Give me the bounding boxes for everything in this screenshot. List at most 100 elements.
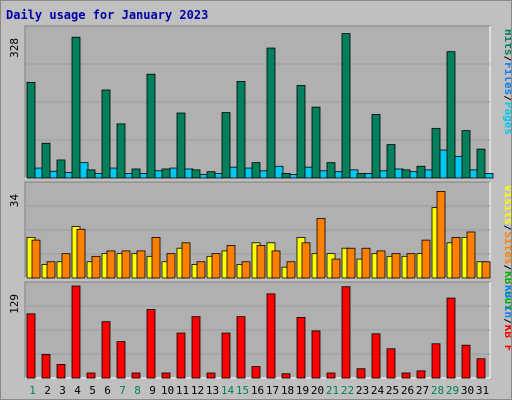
s0-hits-bar [176, 112, 186, 179]
s1-sites-bar [316, 218, 326, 279]
x-tick-label: 6 [104, 384, 111, 397]
x-tick-label: 15 [236, 384, 249, 397]
legend-entry: KB Out [502, 271, 512, 311]
s1-sites-bar [241, 261, 251, 279]
s1-sites-bar [286, 261, 296, 279]
s2-kb-f-bar [476, 358, 486, 379]
s0-hits-bar [386, 144, 396, 179]
x-tick-label: 17 [266, 384, 279, 397]
x-tick-label: 26 [401, 384, 414, 397]
s2-kb-f-bar [251, 366, 261, 379]
legend-entry: KB In [502, 285, 512, 318]
s1-sites-bar [211, 253, 221, 279]
y-max-label: 129 [8, 294, 21, 314]
legend-entry: Hits [502, 29, 512, 56]
s2-kb-f-bar [446, 297, 456, 379]
s0-hits-bar [26, 81, 36, 179]
x-tick-label: 22 [341, 384, 354, 397]
s1-sites-bar [91, 255, 101, 279]
s2-kb-f-bar [116, 341, 126, 379]
legend-entry: / [502, 56, 512, 63]
x-tick-label: 14 [221, 384, 235, 397]
x-tick-label: 16 [251, 384, 264, 397]
s1-sites-bar [391, 253, 401, 279]
x-tick-label: 13 [206, 384, 219, 397]
s2-kb-f-bar [311, 330, 321, 379]
x-tick-label: 27 [416, 384, 429, 397]
panel-legend: Visits/Sites/KB Out [502, 185, 512, 311]
s0-hits-bar [206, 171, 216, 179]
s2-kb-f-bar [146, 309, 156, 379]
s0-hits-bar [266, 47, 276, 179]
s1-sites-bar [106, 250, 116, 279]
s0-hits-bar [236, 81, 246, 179]
s1-sites-bar [481, 261, 491, 279]
s1-sites-bar [271, 250, 281, 279]
x-tick-label: 24 [371, 384, 385, 397]
legend-entry: Pages [502, 102, 512, 135]
s2-kb-f-bar [401, 372, 411, 379]
s0-hits-bar [86, 169, 96, 179]
s1-sites-bar [226, 245, 236, 279]
s0-hits-bar [476, 148, 486, 179]
s0-hits-bar [446, 51, 456, 179]
s0-hits-bar [311, 106, 321, 179]
s1-sites-bar [406, 253, 416, 279]
s0-hits-bar [431, 127, 441, 179]
s2-kb-f-bar [206, 372, 216, 379]
s0-hits-bar [71, 36, 81, 179]
s2-kb-f-bar [86, 372, 96, 379]
s0-hits-bar [341, 33, 351, 179]
x-tick-label: 23 [356, 384, 369, 397]
x-tick-label: 18 [281, 384, 294, 397]
x-tick-label: 31 [476, 384, 489, 397]
s2-kb-f-bar [71, 285, 81, 379]
s2-kb-f-bar [131, 372, 141, 379]
s2-kb-f-bar [386, 348, 396, 379]
legend-entry: Sites [502, 231, 512, 264]
s0-hits-bar [356, 173, 366, 179]
s1-sites-bar [376, 250, 386, 279]
x-tick-label: 12 [191, 384, 204, 397]
s0-hits-bar [461, 130, 471, 179]
y-max-label: 328 [8, 38, 21, 58]
s0-hits-bar [416, 165, 426, 179]
x-tick-label: 9 [149, 384, 156, 397]
s1-sites-bar [121, 250, 131, 279]
s1-sites-bar [346, 247, 356, 279]
panel-legend: Hits/Files/Pages [502, 29, 512, 135]
s1-sites-bar [256, 245, 266, 279]
s2-kb-f-bar [101, 321, 111, 379]
y-max-label: 34 [8, 194, 21, 208]
x-tick-label: 25 [386, 384, 399, 397]
s0-hits-bar [326, 162, 336, 179]
x-tick-label: 2 [44, 384, 51, 397]
s1-sites-bar [421, 239, 431, 279]
s1-sites-bar [136, 250, 146, 279]
x-tick-label: 7 [119, 384, 126, 397]
s1-sites-bar [31, 239, 41, 279]
x-tick-label: 11 [176, 384, 189, 397]
x-tick-label: 30 [461, 384, 474, 397]
legend-entry: / [502, 265, 512, 272]
s0-hits-bar [371, 113, 381, 179]
legend-entry: Visits [502, 185, 512, 225]
s0-files-bar [484, 173, 494, 179]
s0-hits-bar [221, 112, 231, 179]
s0-hits-bar [251, 162, 261, 179]
x-tick-label: 5 [89, 384, 96, 397]
s2-kb-f-bar [221, 332, 231, 379]
s0-hits-bar [146, 73, 156, 179]
s0-files-bar [274, 165, 284, 179]
s0-hits-bar [161, 168, 171, 179]
s2-kb-f-bar [371, 333, 381, 379]
x-tick-label: 3 [59, 384, 66, 397]
x-tick-label: 28 [431, 384, 444, 397]
s1-sites-bar [46, 261, 56, 279]
s2-kb-f-bar [281, 373, 291, 379]
s2-kb-f-bar [461, 344, 471, 379]
s2-kb-f-bar [341, 286, 351, 379]
x-tick-label: 20 [311, 384, 324, 397]
